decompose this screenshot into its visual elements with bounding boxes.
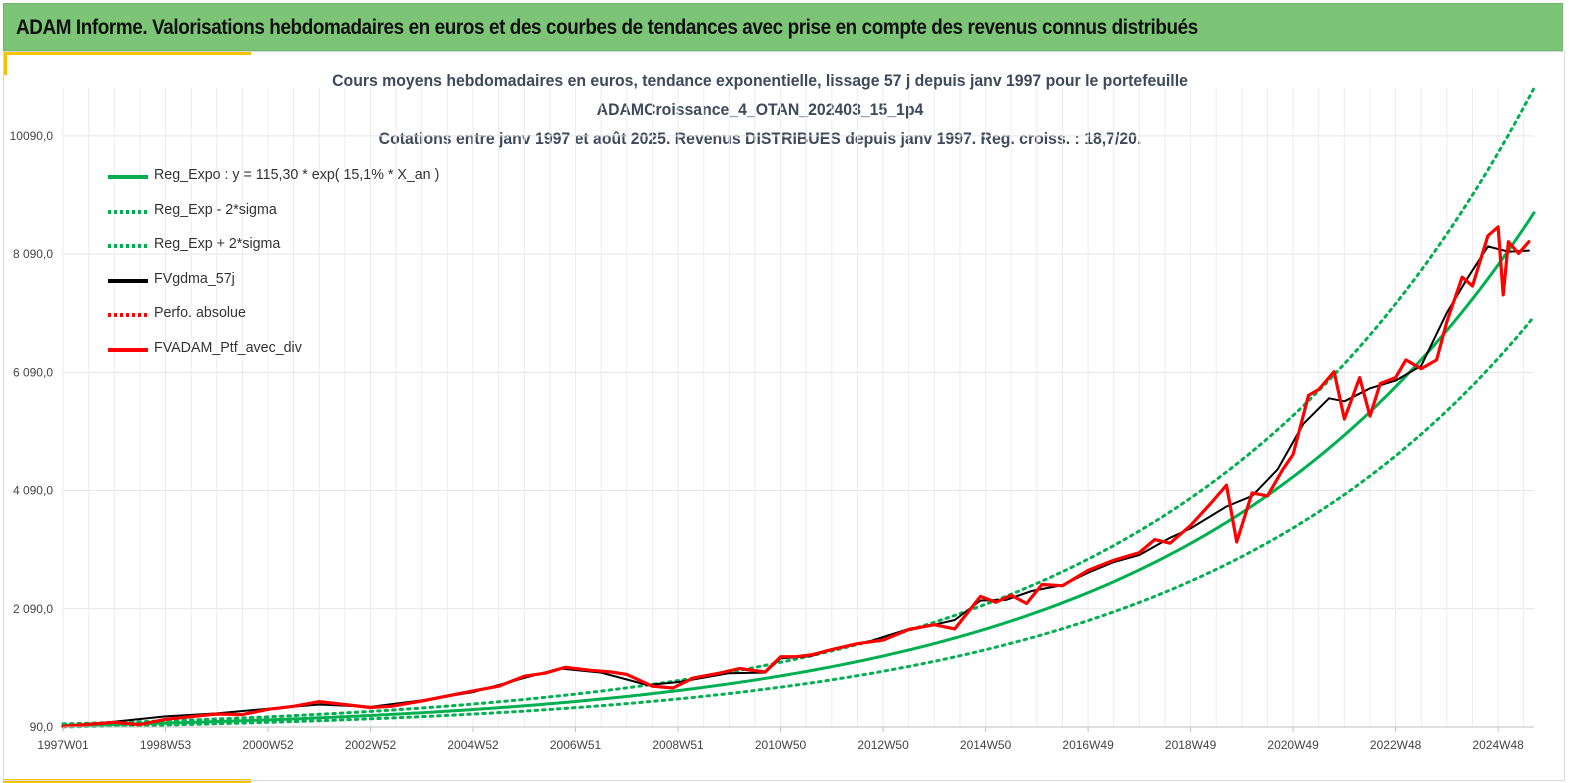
x-tick-label: 2016W49: [1062, 738, 1114, 752]
legend-label: Perfo. absolue: [154, 304, 246, 321]
chart-title-line-3: Cotations entre janv 1997 et août 2025. …: [378, 129, 1142, 148]
x-tick-label: 2012W50: [857, 738, 909, 752]
legend-label: Reg_Exp + 2*sigma: [154, 235, 281, 252]
x-tick-label: 2004W52: [447, 738, 499, 752]
series-reg-exp-2-sigma: [61, 86, 1536, 726]
x-tick-label: 2020W49: [1267, 738, 1319, 752]
y-tick-label: 6 090,0: [13, 365, 53, 379]
x-tick-label: 2024W48: [1472, 738, 1524, 752]
x-tick-label: 1997W01: [37, 738, 89, 752]
x-tick-label: 2006W51: [550, 738, 602, 752]
y-tick-label: 8 090,0: [13, 247, 53, 261]
legend-label: Reg_Expo : y = 115,30 * exp( 15,1% * X_a…: [154, 166, 440, 183]
legend-swatch: [108, 244, 148, 248]
legend-label: FVgdma_57j: [154, 269, 235, 287]
header-banner: ADAM Informe. Valorisations hebdomadaire…: [3, 3, 1563, 51]
x-tick-label: 2022W48: [1370, 738, 1422, 752]
accent-bar-left: [3, 51, 7, 75]
x-tick-label: 1998W53: [140, 738, 192, 752]
series-reg-expo-y-115-30-exp-15-1-x-an: [61, 211, 1536, 727]
x-tick-label: 2014W50: [960, 738, 1012, 752]
accent-bar-top: [3, 51, 251, 55]
y-tick-label: 90,0: [30, 720, 54, 734]
legend-label: FVADAM_Ptf_avec_div: [154, 338, 302, 356]
series-fvadam-ptf-avec-div: [61, 225, 1531, 728]
x-tick-label: 2018W49: [1165, 738, 1217, 752]
x-tick-label: 2008W51: [652, 738, 704, 752]
legend-swatch: [108, 313, 148, 317]
accent-bar-bottom: [3, 779, 251, 783]
chart-title-line-1: Cours moyens hebdomadaires en euros, ten…: [332, 71, 1188, 90]
y-tick-label: 10090,0: [10, 129, 54, 143]
y-tick-label: 4 090,0: [13, 484, 53, 498]
legend-label: Reg_Exp - 2*sigma: [154, 200, 277, 218]
page-title: ADAM Informe. Valorisations hebdomadaire…: [16, 16, 1198, 39]
x-tick-label: 2002W52: [345, 738, 397, 752]
x-tick-label: 2000W52: [242, 738, 294, 752]
y-tick-label: 2 090,0: [13, 602, 53, 616]
x-tick-label: 2010W50: [755, 738, 807, 752]
legend-swatch: [108, 347, 148, 352]
legend-swatch: [108, 175, 148, 179]
series-fvgdma-57j: [62, 245, 1530, 728]
legend-swatch: [108, 278, 148, 283]
legend-swatch: [108, 209, 148, 214]
series-reg-exp-2-sigma: [61, 315, 1536, 729]
